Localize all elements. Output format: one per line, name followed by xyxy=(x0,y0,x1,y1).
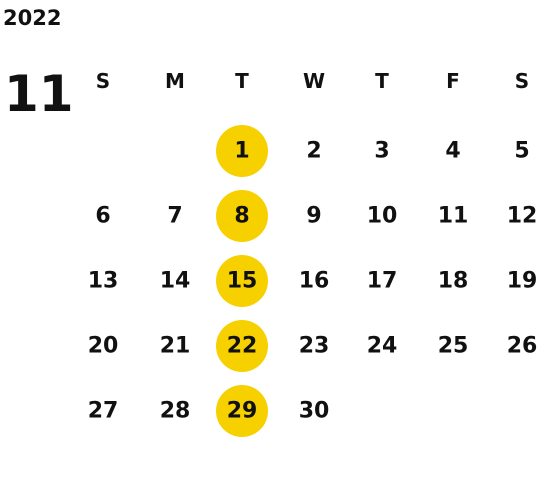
day-number: 6 xyxy=(95,204,110,229)
weekday-header: S xyxy=(96,69,110,93)
day-number: 28 xyxy=(160,399,191,424)
day-number: 12 xyxy=(507,204,538,229)
highlight-circle xyxy=(216,385,268,437)
highlight-circle xyxy=(216,190,268,242)
day-number: 2 xyxy=(306,139,321,164)
day-number: 26 xyxy=(507,334,538,359)
day-number: 14 xyxy=(160,269,191,294)
weekday-header: S xyxy=(515,69,529,93)
year: 2022 xyxy=(3,6,61,30)
day-number: 23 xyxy=(299,334,330,359)
weekday-header: T xyxy=(375,69,389,93)
day-number: 3 xyxy=(374,139,389,164)
day-number: 16 xyxy=(299,269,330,294)
day-number: 17 xyxy=(367,269,398,294)
day-number: 15 xyxy=(227,269,258,294)
day-number: 5 xyxy=(514,139,529,164)
day-number: 7 xyxy=(167,204,182,229)
day-number: 24 xyxy=(367,334,398,359)
day-number: 8 xyxy=(234,204,249,229)
day-number: 20 xyxy=(88,334,119,359)
highlight-circle xyxy=(216,255,268,307)
day-number: 18 xyxy=(438,269,469,294)
day-number: 19 xyxy=(507,269,538,294)
day-number: 4 xyxy=(445,139,460,164)
day-number: 22 xyxy=(227,334,258,359)
month: 11 xyxy=(4,65,74,123)
day-number: 29 xyxy=(227,399,258,424)
weekday-header: T xyxy=(235,69,249,93)
day-number: 25 xyxy=(438,334,469,359)
highlight-circle xyxy=(216,320,268,372)
day-number: 13 xyxy=(88,269,119,294)
weekday-header: F xyxy=(446,69,460,93)
day-number: 21 xyxy=(160,334,191,359)
day-number: 27 xyxy=(88,399,119,424)
day-number: 1 xyxy=(234,139,249,164)
weekday-header: M xyxy=(165,69,185,93)
day-number: 30 xyxy=(299,399,330,424)
day-number: 11 xyxy=(438,204,469,229)
day-number: 10 xyxy=(367,204,398,229)
day-number: 9 xyxy=(306,204,321,229)
weekday-header: W xyxy=(303,69,325,93)
highlight-circle xyxy=(216,125,268,177)
